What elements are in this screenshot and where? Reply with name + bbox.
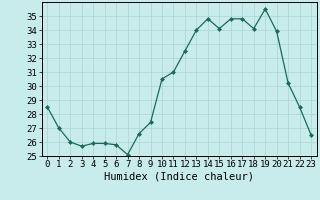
- X-axis label: Humidex (Indice chaleur): Humidex (Indice chaleur): [104, 172, 254, 182]
